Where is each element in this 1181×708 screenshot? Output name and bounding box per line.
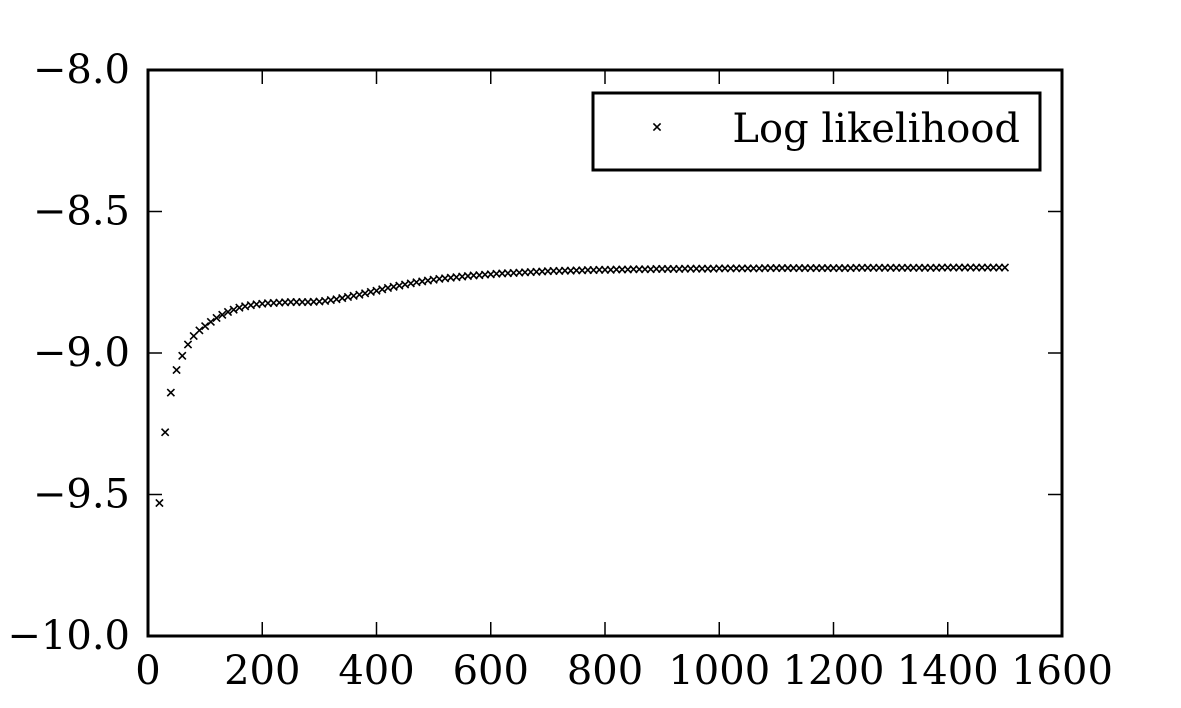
data-point xyxy=(166,388,176,397)
legend-label: Log likelihood xyxy=(732,106,1020,152)
data-point xyxy=(218,310,227,319)
data-point xyxy=(160,428,170,437)
x-tick-label: 1000 xyxy=(668,648,770,694)
data-point xyxy=(1000,263,1010,272)
data-point xyxy=(223,307,233,317)
legend: Log likelihood xyxy=(591,91,1042,172)
x-tick-label: 400 xyxy=(338,648,414,694)
x-tick-label: 600 xyxy=(453,648,529,694)
data-point xyxy=(172,365,181,375)
y-tick-label: −10.0 xyxy=(7,613,130,659)
data-point xyxy=(200,321,210,331)
plot-frame xyxy=(146,68,1064,638)
data-point xyxy=(212,313,221,323)
x-tick-label: 800 xyxy=(567,648,643,694)
data-markers xyxy=(155,263,1010,508)
legend-marker xyxy=(652,122,662,132)
y-tick-label: −9.5 xyxy=(33,472,130,518)
axis-tick-labels: 0 200 400 600 800 1000 1200 1400 1600 −10.0 −9.5 −9… xyxy=(7,47,1112,694)
x-tick-label: 1600 xyxy=(1011,648,1113,694)
data-point xyxy=(195,326,204,335)
legend-box xyxy=(591,91,1042,172)
x-tick-label: 1200 xyxy=(783,648,885,694)
data-point xyxy=(229,305,238,314)
data-point xyxy=(206,317,216,327)
y-tick-label: −8.0 xyxy=(33,47,130,93)
x-tick-label: 200 xyxy=(224,648,300,694)
y-tick-label: −8.5 xyxy=(33,189,130,235)
x-tick-label: 0 xyxy=(135,648,160,694)
data-point xyxy=(155,498,164,508)
data-point xyxy=(178,351,187,360)
y-tick-label: −9.0 xyxy=(33,330,130,376)
x-tick-label: 1400 xyxy=(897,648,999,694)
data-point xyxy=(183,340,193,349)
